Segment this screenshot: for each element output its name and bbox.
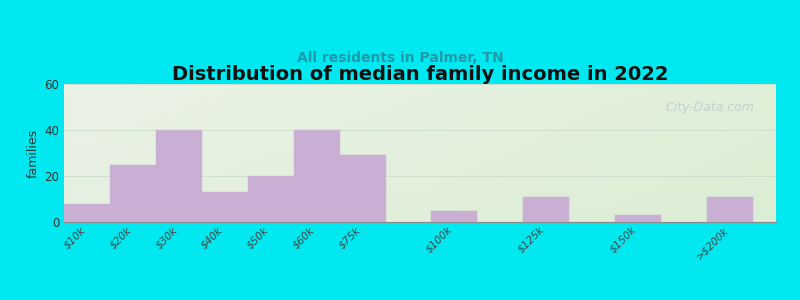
- Bar: [707, 197, 753, 222]
- Bar: [523, 197, 570, 222]
- Bar: [340, 155, 386, 222]
- Text: All residents in Palmer, TN: All residents in Palmer, TN: [297, 50, 503, 64]
- Bar: [156, 130, 202, 222]
- Bar: [248, 176, 294, 222]
- Y-axis label: families: families: [27, 128, 40, 178]
- Bar: [202, 192, 248, 222]
- Bar: [294, 130, 340, 222]
- Text: City-Data.com: City-Data.com: [666, 100, 754, 114]
- Bar: [431, 211, 478, 222]
- Bar: [615, 215, 661, 222]
- Bar: [110, 164, 156, 222]
- Title: Distribution of median family income in 2022: Distribution of median family income in …: [172, 65, 668, 84]
- Bar: [64, 204, 110, 222]
